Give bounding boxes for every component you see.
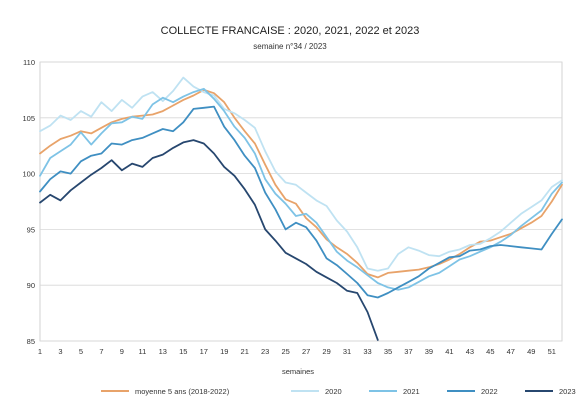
y-tick-label: 95 bbox=[27, 225, 35, 234]
x-tick-label: 17 bbox=[200, 347, 208, 356]
x-tick-label: 47 bbox=[507, 347, 515, 356]
x-tick-label: 43 bbox=[466, 347, 474, 356]
legend-label: moyenne 5 ans (2018-2022) bbox=[135, 387, 230, 396]
series-line-2021 bbox=[39, 87, 563, 291]
y-tick-label: 105 bbox=[22, 114, 35, 123]
legend-label: 2021 bbox=[403, 387, 420, 396]
x-tick-label: 5 bbox=[79, 347, 83, 356]
x-tick-label: 15 bbox=[179, 347, 187, 356]
series-line-2023 bbox=[39, 139, 379, 341]
x-axis-title: semaines bbox=[282, 367, 314, 376]
y-tick-label: 100 bbox=[22, 170, 35, 179]
x-tick-label: 29 bbox=[322, 347, 330, 356]
x-tick-label: 25 bbox=[281, 347, 289, 356]
x-tick-label: 23 bbox=[261, 347, 269, 356]
x-tick-label: 3 bbox=[58, 347, 62, 356]
x-tick-label: 9 bbox=[120, 347, 124, 356]
x-tick-label: 51 bbox=[548, 347, 556, 356]
x-tick-label: 11 bbox=[138, 347, 146, 356]
x-tick-label: 49 bbox=[527, 347, 535, 356]
x-tick-label: 45 bbox=[486, 347, 494, 356]
x-tick-label: 33 bbox=[363, 347, 371, 356]
x-tick-label: 35 bbox=[384, 347, 392, 356]
x-tick-label: 39 bbox=[425, 347, 433, 356]
series-line-2020 bbox=[39, 76, 563, 272]
x-tick-label: 19 bbox=[220, 347, 228, 356]
series-line-2022 bbox=[39, 105, 563, 299]
legend-label: 2022 bbox=[481, 387, 498, 396]
chart-title: COLLECTE FRANCAISE : 2020, 2021, 2022 et… bbox=[161, 25, 420, 37]
y-tick-label: 110 bbox=[23, 58, 35, 67]
legend-label: 2023 bbox=[559, 387, 576, 396]
x-tick-label: 37 bbox=[404, 347, 412, 356]
x-tick-label: 13 bbox=[159, 347, 167, 356]
x-tick-label: 27 bbox=[302, 347, 310, 356]
legend: moyenne 5 ans (2018-2022) 2020 2021 2022 202… bbox=[101, 387, 576, 396]
y-tick-label: 85 bbox=[27, 337, 35, 346]
x-tick-label: 21 bbox=[241, 347, 249, 356]
legend-label: 2020 bbox=[325, 387, 342, 396]
x-tick-label: 1 bbox=[38, 347, 42, 356]
x-tick-label: 31 bbox=[343, 347, 351, 356]
chart-subtitle: semaine n°34 / 2023 bbox=[253, 42, 327, 51]
x-tick-label: 7 bbox=[99, 347, 103, 356]
x-tick-label: 41 bbox=[445, 347, 453, 356]
y-tick-label: 90 bbox=[27, 281, 35, 290]
